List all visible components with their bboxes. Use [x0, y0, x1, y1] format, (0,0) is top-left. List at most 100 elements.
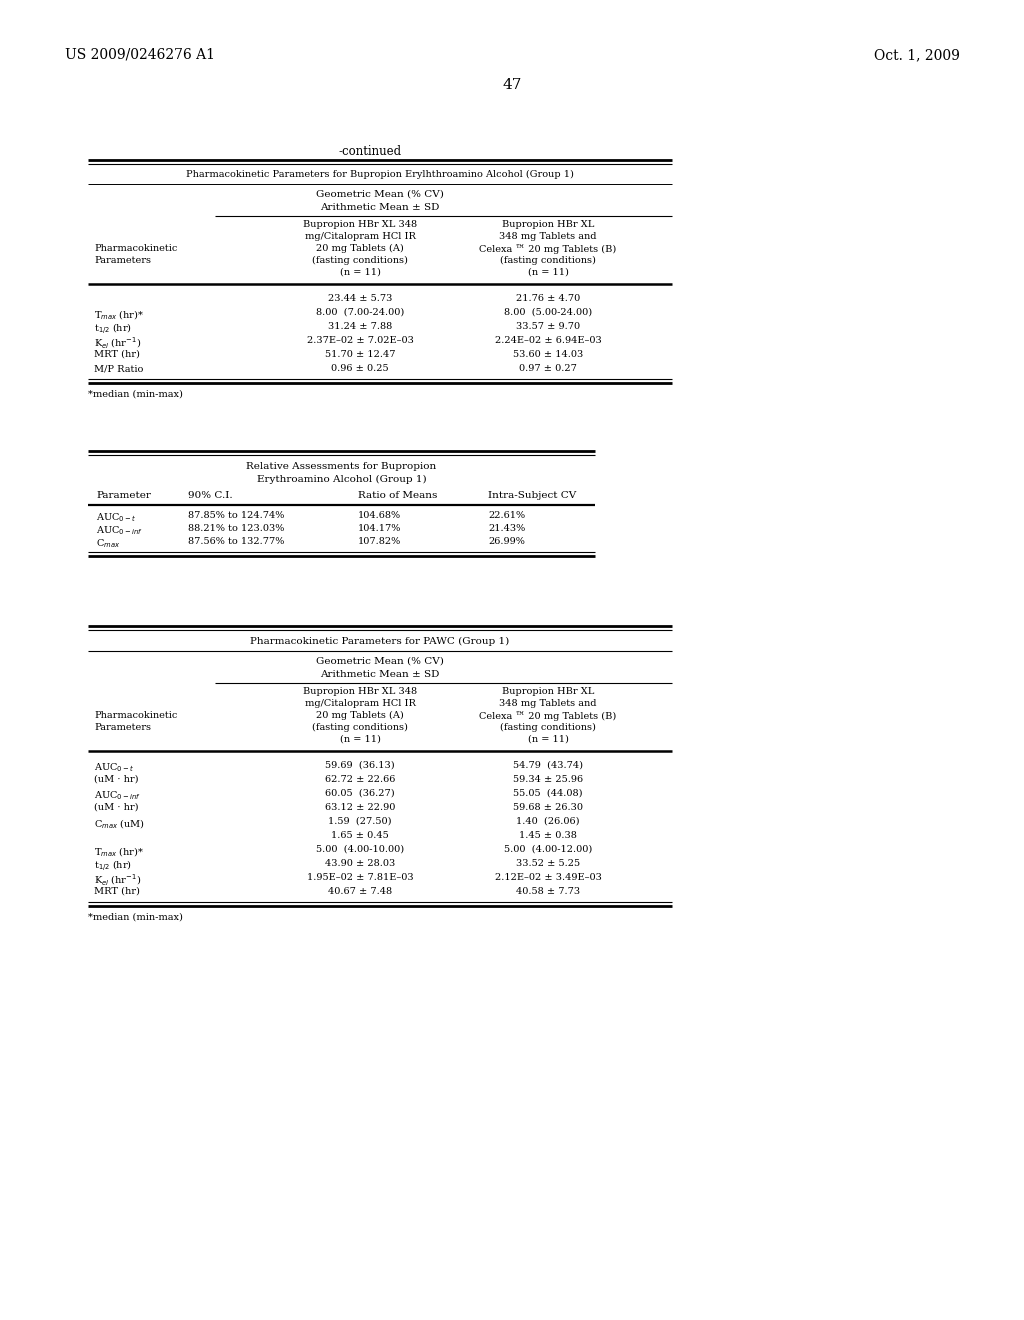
Text: Celexa ™ 20 mg Tablets (B): Celexa ™ 20 mg Tablets (B)	[479, 244, 616, 253]
Text: 60.05  (36.27): 60.05 (36.27)	[326, 789, 395, 799]
Text: Pharmacokinetic Parameters for Bupropion Erylhthroamino Alcohol (Group 1): Pharmacokinetic Parameters for Bupropion…	[186, 170, 573, 180]
Text: K$_{el}$ (hr$^{-1}$): K$_{el}$ (hr$^{-1}$)	[94, 873, 141, 888]
Text: K$_{el}$ (hr$^{-1}$): K$_{el}$ (hr$^{-1}$)	[94, 337, 141, 351]
Text: 40.58 ± 7.73: 40.58 ± 7.73	[516, 887, 580, 896]
Text: (n = 11): (n = 11)	[340, 735, 381, 744]
Text: 5.00  (4.00-12.00): 5.00 (4.00-12.00)	[504, 845, 592, 854]
Text: C$_{max}$ (uM): C$_{max}$ (uM)	[94, 817, 145, 830]
Text: Pharmacokinetic: Pharmacokinetic	[94, 711, 177, 719]
Text: Bupropion HBr XL: Bupropion HBr XL	[502, 686, 594, 696]
Text: Arithmetic Mean ± SD: Arithmetic Mean ± SD	[321, 671, 439, 678]
Text: Oct. 1, 2009: Oct. 1, 2009	[874, 48, 961, 62]
Text: 1.45 ± 0.38: 1.45 ± 0.38	[519, 832, 577, 840]
Text: t$_{1/2}$ (hr): t$_{1/2}$ (hr)	[94, 859, 132, 874]
Text: AUC$_{0-inf}$: AUC$_{0-inf}$	[94, 789, 141, 801]
Text: 2.12E–02 ± 3.49E–03: 2.12E–02 ± 3.49E–03	[495, 873, 601, 882]
Text: 20 mg Tablets (A): 20 mg Tablets (A)	[316, 244, 403, 253]
Text: mg/Citalopram HCl IR: mg/Citalopram HCl IR	[304, 700, 416, 708]
Text: mg/Citalopram HCl IR: mg/Citalopram HCl IR	[304, 232, 416, 242]
Text: 0.96 ± 0.25: 0.96 ± 0.25	[331, 364, 389, 374]
Text: 5.00  (4.00-10.00): 5.00 (4.00-10.00)	[316, 845, 404, 854]
Text: Geometric Mean (% CV): Geometric Mean (% CV)	[316, 657, 444, 667]
Text: Arithmetic Mean ± SD: Arithmetic Mean ± SD	[321, 203, 439, 213]
Text: Parameters: Parameters	[94, 256, 151, 265]
Text: Geometric Mean (% CV): Geometric Mean (% CV)	[316, 190, 444, 199]
Text: MRT (hr): MRT (hr)	[94, 887, 140, 896]
Text: (uM · hr): (uM · hr)	[94, 803, 138, 812]
Text: 2.37E–02 ± 7.02E–03: 2.37E–02 ± 7.02E–03	[306, 337, 414, 345]
Text: Bupropion HBr XL: Bupropion HBr XL	[502, 220, 594, 228]
Text: Pharmacokinetic: Pharmacokinetic	[94, 244, 177, 253]
Text: (n = 11): (n = 11)	[527, 268, 568, 277]
Text: 40.67 ± 7.48: 40.67 ± 7.48	[328, 887, 392, 896]
Text: 53.60 ± 14.03: 53.60 ± 14.03	[513, 350, 583, 359]
Text: (n = 11): (n = 11)	[340, 268, 381, 277]
Text: 0.97 ± 0.27: 0.97 ± 0.27	[519, 364, 577, 374]
Text: 43.90 ± 28.03: 43.90 ± 28.03	[325, 859, 395, 869]
Text: 31.24 ± 7.88: 31.24 ± 7.88	[328, 322, 392, 331]
Text: 22.61%: 22.61%	[488, 511, 525, 520]
Text: 63.12 ± 22.90: 63.12 ± 22.90	[325, 803, 395, 812]
Text: 33.57 ± 9.70: 33.57 ± 9.70	[516, 322, 580, 331]
Text: 104.17%: 104.17%	[358, 524, 401, 533]
Text: Bupropion HBr XL 348: Bupropion HBr XL 348	[303, 220, 417, 228]
Text: 1.65 ± 0.45: 1.65 ± 0.45	[331, 832, 389, 840]
Text: Parameters: Parameters	[94, 723, 151, 733]
Text: 59.68 ± 26.30: 59.68 ± 26.30	[513, 803, 583, 812]
Text: 51.70 ± 12.47: 51.70 ± 12.47	[325, 350, 395, 359]
Text: C$_{max}$: C$_{max}$	[96, 537, 121, 550]
Text: 21.76 ± 4.70: 21.76 ± 4.70	[516, 294, 581, 304]
Text: Intra-Subject CV: Intra-Subject CV	[488, 491, 577, 500]
Text: Erythroamino Alcohol (Group 1): Erythroamino Alcohol (Group 1)	[257, 475, 426, 484]
Text: Bupropion HBr XL 348: Bupropion HBr XL 348	[303, 686, 417, 696]
Text: 348 mg Tablets and: 348 mg Tablets and	[500, 232, 597, 242]
Text: 107.82%: 107.82%	[358, 537, 401, 546]
Text: 20 mg Tablets (A): 20 mg Tablets (A)	[316, 711, 403, 721]
Text: MRT (hr): MRT (hr)	[94, 350, 140, 359]
Text: -continued: -continued	[339, 145, 401, 158]
Text: 26.99%: 26.99%	[488, 537, 525, 546]
Text: (fasting conditions): (fasting conditions)	[500, 256, 596, 265]
Text: 2.24E–02 ± 6.94E–03: 2.24E–02 ± 6.94E–03	[495, 337, 601, 345]
Text: t$_{1/2}$ (hr): t$_{1/2}$ (hr)	[94, 322, 132, 337]
Text: 33.52 ± 5.25: 33.52 ± 5.25	[516, 859, 580, 869]
Text: 54.79  (43.74): 54.79 (43.74)	[513, 762, 583, 770]
Text: 8.00  (7.00-24.00): 8.00 (7.00-24.00)	[315, 308, 404, 317]
Text: 23.44 ± 5.73: 23.44 ± 5.73	[328, 294, 392, 304]
Text: US 2009/0246276 A1: US 2009/0246276 A1	[65, 48, 215, 62]
Text: *median (min-max): *median (min-max)	[88, 913, 183, 921]
Text: 87.56% to 132.77%: 87.56% to 132.77%	[188, 537, 285, 546]
Text: T$_{max}$ (hr)*: T$_{max}$ (hr)*	[94, 845, 144, 858]
Text: Parameter: Parameter	[96, 491, 151, 500]
Text: (uM · hr): (uM · hr)	[94, 775, 138, 784]
Text: M/P Ratio: M/P Ratio	[94, 364, 143, 374]
Text: (fasting conditions): (fasting conditions)	[312, 256, 408, 265]
Text: 21.43%: 21.43%	[488, 524, 525, 533]
Text: (n = 11): (n = 11)	[527, 735, 568, 744]
Text: 59.34 ± 25.96: 59.34 ± 25.96	[513, 775, 583, 784]
Text: 8.00  (5.00-24.00): 8.00 (5.00-24.00)	[504, 308, 592, 317]
Text: 47: 47	[503, 78, 521, 92]
Text: 104.68%: 104.68%	[358, 511, 401, 520]
Text: Relative Assessments for Bupropion: Relative Assessments for Bupropion	[247, 462, 436, 471]
Text: 1.59  (27.50): 1.59 (27.50)	[329, 817, 392, 826]
Text: Ratio of Means: Ratio of Means	[358, 491, 437, 500]
Text: 90% C.I.: 90% C.I.	[188, 491, 232, 500]
Text: (fasting conditions): (fasting conditions)	[500, 723, 596, 733]
Text: 1.95E–02 ± 7.81E–03: 1.95E–02 ± 7.81E–03	[306, 873, 414, 882]
Text: 59.69  (36.13): 59.69 (36.13)	[326, 762, 395, 770]
Text: 55.05  (44.08): 55.05 (44.08)	[513, 789, 583, 799]
Text: (fasting conditions): (fasting conditions)	[312, 723, 408, 733]
Text: Celexa ™ 20 mg Tablets (B): Celexa ™ 20 mg Tablets (B)	[479, 711, 616, 721]
Text: T$_{max}$ (hr)*: T$_{max}$ (hr)*	[94, 308, 144, 322]
Text: AUC$_{0-inf}$: AUC$_{0-inf}$	[96, 524, 143, 537]
Text: 348 mg Tablets and: 348 mg Tablets and	[500, 700, 597, 708]
Text: *median (min-max): *median (min-max)	[88, 389, 183, 399]
Text: 62.72 ± 22.66: 62.72 ± 22.66	[325, 775, 395, 784]
Text: 87.85% to 124.74%: 87.85% to 124.74%	[188, 511, 285, 520]
Text: 88.21% to 123.03%: 88.21% to 123.03%	[188, 524, 285, 533]
Text: AUC$_{0-t}$: AUC$_{0-t}$	[94, 762, 134, 774]
Text: AUC$_{0-t}$: AUC$_{0-t}$	[96, 511, 136, 524]
Text: 1.40  (26.06): 1.40 (26.06)	[516, 817, 580, 826]
Text: Pharmacokinetic Parameters for PAWC (Group 1): Pharmacokinetic Parameters for PAWC (Gro…	[251, 638, 510, 645]
